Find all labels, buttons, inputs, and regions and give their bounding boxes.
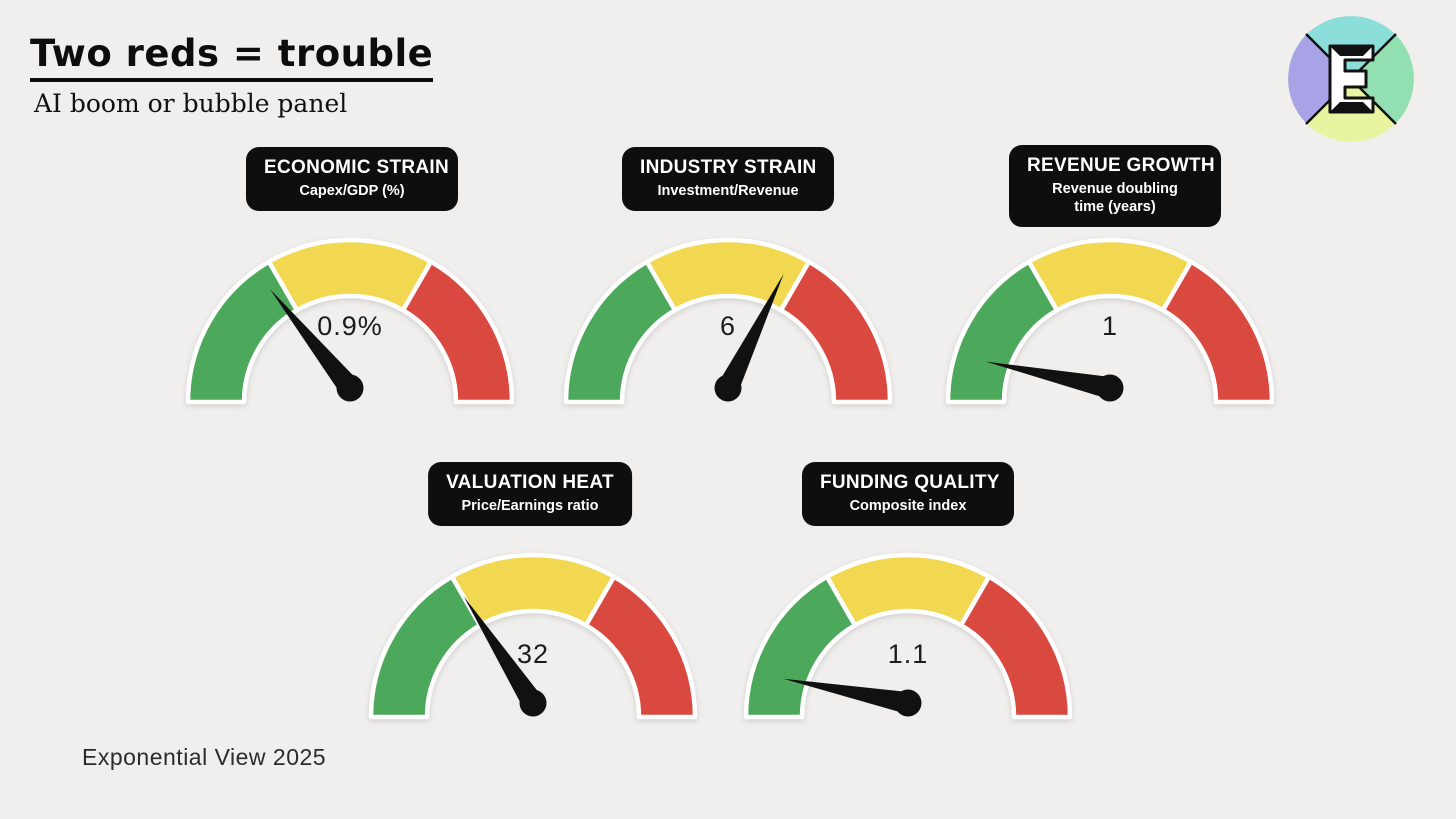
header: Two reds = trouble AI boom or bubble pan… <box>30 33 434 118</box>
gauge-title: ECONOMIC STRAIN <box>264 157 449 178</box>
gauge-segment-red <box>1160 259 1275 405</box>
credit-text: Exponential View 2025 <box>82 744 327 770</box>
gauge-chart: 32 <box>368 552 698 720</box>
logo-icon: E <box>1288 16 1414 142</box>
gauge-chart: 0.9% <box>185 237 515 405</box>
gauge-chart: 1 <box>945 237 1275 405</box>
gauge-needle <box>985 361 1124 402</box>
needle-pivot <box>714 374 742 402</box>
gauge-needle <box>714 273 784 402</box>
gauge-needle <box>783 678 922 717</box>
needle-pivot <box>336 374 364 402</box>
gauge-subtitle: Composite index <box>849 497 967 514</box>
needle-pivot <box>894 689 922 717</box>
gauge-subtitle: Revenue doubling time (years) <box>1052 180 1178 215</box>
gauge-chart: 6 <box>563 237 893 405</box>
gauge-needle <box>463 596 547 717</box>
gauge-label-badge: FUNDING QUALITY Composite index <box>802 462 1014 526</box>
gauge-segment-red <box>400 259 515 405</box>
gauge-title: INDUSTRY STRAIN <box>640 157 817 178</box>
gauge-needle <box>270 289 364 402</box>
gauge-value: 0.9% <box>317 311 383 341</box>
gauge-value: 32 <box>517 639 549 669</box>
gauge-value: 1 <box>1102 311 1118 341</box>
gauge-chart: 1.1 <box>743 552 1073 720</box>
gauge-title: FUNDING QUALITY <box>820 472 1000 493</box>
gauge-segment-red <box>583 574 698 720</box>
gauge-segment-red <box>778 259 893 405</box>
gauge-value: 6 <box>720 311 736 341</box>
page-title: Two reds = trouble <box>30 33 434 82</box>
gauge-label-badge: ECONOMIC STRAIN Capex/GDP (%) <box>246 147 458 211</box>
gauge-label-badge: INDUSTRY STRAIN Investment/Revenue <box>622 147 834 211</box>
gauge-label-badge: VALUATION HEAT Price/Earnings ratio <box>428 462 632 526</box>
exponential-view-logo: E <box>1288 16 1414 142</box>
gauge-subtitle: Investment/Revenue <box>657 182 799 199</box>
gauge-subtitle: Price/Earnings ratio <box>461 497 599 514</box>
gauge-title: VALUATION HEAT <box>446 472 614 493</box>
needle-pivot <box>519 689 547 717</box>
needle-pivot <box>1096 374 1124 402</box>
gauge-subtitle: Capex/GDP (%) <box>299 182 405 199</box>
gauge-title: REVENUE GROWTH <box>1027 155 1215 176</box>
page-subtitle: AI boom or bubble panel <box>34 88 348 118</box>
gauge-value: 1.1 <box>888 639 929 669</box>
gauge-segment-red <box>958 574 1073 720</box>
gauge-label-badge: REVENUE GROWTH Revenue doubling time (ye… <box>1009 145 1221 228</box>
